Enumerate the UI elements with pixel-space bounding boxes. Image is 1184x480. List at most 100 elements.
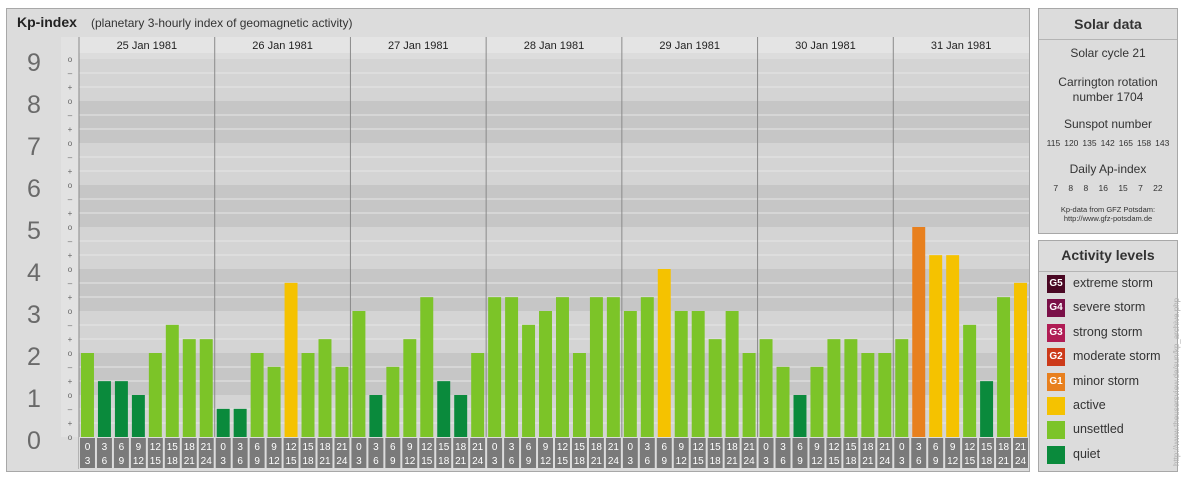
slot-end-label: 24	[336, 456, 348, 467]
levels-title-bar	[1039, 241, 1177, 272]
ap-values: 7 8 8 16 15 7 22	[1039, 183, 1177, 193]
time-slot-box	[130, 438, 146, 468]
solar-cycle: Solar cycle 21	[1070, 46, 1146, 60]
solar-title-bar	[1039, 9, 1177, 40]
slot-end-label: 12	[811, 456, 823, 467]
ap-title: Daily Ap-index	[1069, 162, 1147, 176]
kp-band	[79, 101, 1029, 143]
day-header-row	[79, 37, 1029, 53]
slot-start-label: 21	[1015, 442, 1027, 453]
y-minor-label: +	[68, 419, 73, 428]
kp-bar	[776, 366, 790, 437]
slot-end-label: 21	[998, 456, 1010, 467]
slot-end-label: 6	[237, 456, 243, 467]
ap-value: 7	[1138, 183, 1143, 193]
legend-item: G5 extreme storm	[1047, 275, 1173, 295]
slot-end-label: 9	[526, 456, 532, 467]
y-minor-label: –	[68, 195, 73, 204]
legend-label: severe storm	[1073, 300, 1146, 315]
kp-bar	[640, 297, 654, 437]
slot-start-label: 3	[509, 442, 515, 453]
sunspot-value: 115	[1046, 138, 1061, 148]
time-slot-box	[979, 438, 995, 468]
slot-end-label: 12	[540, 456, 552, 467]
slot-end-label: 12	[404, 456, 416, 467]
kp-bar	[742, 353, 756, 437]
day-label: 30 Jan 1981	[795, 40, 856, 52]
source-link[interactable]: http://www.gfz-potsdam.de	[1063, 214, 1153, 223]
day-label: 25 Jan 1981	[117, 40, 178, 52]
slot-start-label: 0	[628, 442, 634, 453]
y-minor-label: –	[68, 321, 73, 330]
slot-end-label: 6	[916, 456, 922, 467]
slot-start-label: 21	[879, 442, 891, 453]
slot-start-label: 12	[693, 442, 705, 453]
slot-start-label: 3	[102, 442, 108, 453]
slot-end-label: 12	[133, 456, 145, 467]
kp-bar	[793, 395, 807, 437]
slot-start-label: 18	[727, 442, 739, 453]
kp-bar	[725, 311, 739, 437]
time-slot-box	[826, 438, 842, 468]
time-slot-box	[792, 438, 808, 468]
kp-bar	[216, 408, 230, 437]
kp-band	[79, 143, 1029, 185]
time-slot-box	[181, 438, 197, 468]
legend-swatch: G4	[1047, 299, 1065, 318]
slot-start-label: 6	[933, 442, 939, 453]
slot-start-label: 3	[916, 442, 922, 453]
kp-bar	[505, 297, 519, 437]
time-slot-box	[571, 438, 587, 468]
y-tick-label: 4	[27, 259, 41, 287]
kp-bar	[267, 366, 281, 437]
slot-start-label: 6	[661, 442, 667, 453]
slot-start-label: 9	[950, 442, 956, 453]
legend-swatch: G3	[1047, 323, 1065, 342]
kp-bar	[148, 353, 162, 437]
slot-end-label: 18	[574, 456, 586, 467]
time-slot-box	[147, 438, 163, 468]
y-tick-label: 6	[27, 175, 41, 203]
time-slot-box	[860, 438, 876, 468]
slot-start-label: 0	[899, 442, 905, 453]
time-slot-box	[351, 438, 367, 468]
slot-start-label: 21	[472, 442, 484, 453]
kp-bar	[674, 311, 688, 437]
slot-start-label: 0	[763, 442, 769, 453]
kp-bar	[352, 311, 366, 437]
legend-swatch: G2	[1047, 348, 1065, 367]
legend-label: moderate storm	[1073, 349, 1161, 364]
levels-title: Activity levels	[1061, 247, 1155, 263]
time-slot-box	[232, 438, 248, 468]
slot-end-label: 15	[421, 456, 433, 467]
chart-title: Kp-index	[17, 14, 77, 30]
time-slot-box	[368, 438, 384, 468]
time-slot-box	[707, 438, 723, 468]
kp-bar	[861, 353, 875, 437]
time-slot-box	[775, 438, 791, 468]
y-tick-label: 5	[27, 217, 41, 245]
y-minor-label: +	[68, 209, 73, 218]
slot-end-label: 15	[693, 456, 705, 467]
slot-end-label: 12	[676, 456, 688, 467]
time-slot-box	[741, 438, 757, 468]
slot-end-label: 9	[119, 456, 125, 467]
kp-bar	[131, 395, 145, 437]
slot-start-label: 9	[678, 442, 684, 453]
kp-band	[79, 185, 1029, 227]
y-tick-label: 1	[27, 385, 41, 413]
y-minor-label: –	[68, 237, 73, 246]
slot-start-label: 6	[254, 442, 260, 453]
day-label: 31 Jan 1981	[931, 40, 992, 52]
slot-end-label: 24	[1015, 456, 1027, 467]
slot-end-label: 3	[85, 456, 91, 467]
y-minor-label: o	[68, 349, 73, 358]
y-minor-label: –	[68, 279, 73, 288]
y-minor-label: o	[68, 433, 73, 442]
slot-start-label: 15	[167, 442, 179, 453]
ap-value: 22	[1153, 183, 1163, 193]
legend-item: unsettled	[1047, 421, 1173, 441]
kp-bar	[250, 353, 264, 437]
time-slot-box	[843, 438, 859, 468]
time-slot-box	[334, 438, 350, 468]
